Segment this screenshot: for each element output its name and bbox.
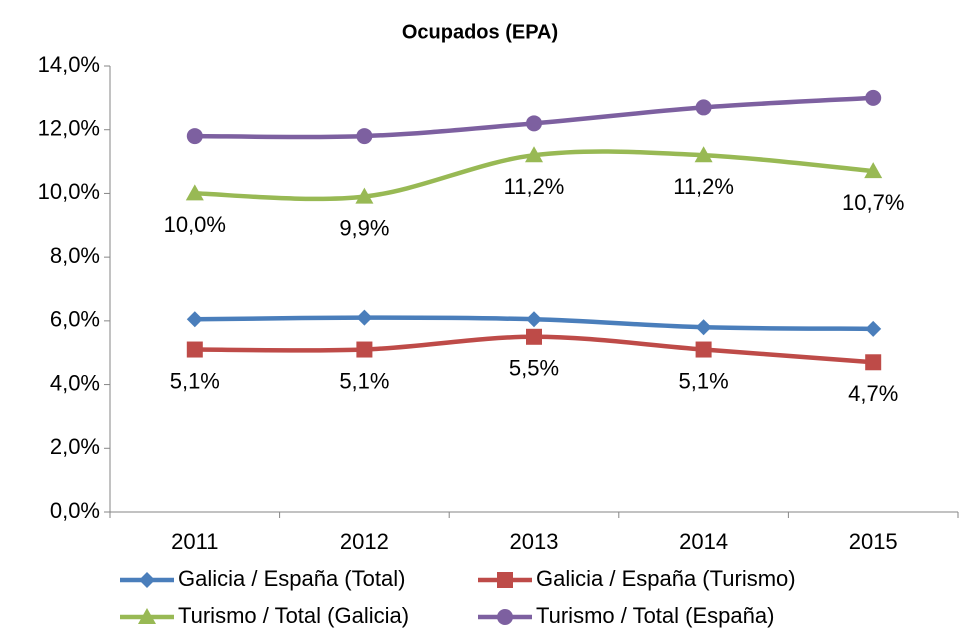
marker (356, 128, 373, 145)
marker (525, 146, 543, 163)
legend-item: Galicia / España (Total) (120, 566, 405, 591)
chart-title: Ocupados (EPA) (402, 21, 558, 43)
x-tick-label: 2013 (510, 529, 559, 554)
marker (865, 89, 882, 106)
x-tick-label: 2011 (171, 529, 218, 554)
legend-label: Turismo / Total (Galicia) (178, 603, 409, 628)
x-tick-label: 2015 (849, 529, 898, 554)
data-label: 5,1% (339, 368, 389, 393)
marker (186, 341, 203, 358)
marker (865, 320, 882, 337)
data-label: 10,0% (164, 212, 226, 237)
data-label: 11,2% (673, 174, 734, 199)
marker (356, 341, 373, 358)
marker (865, 354, 882, 371)
marker (864, 162, 883, 179)
data-label: 5,5% (509, 356, 559, 381)
legend-item: Turismo / Total (España) (478, 603, 774, 628)
y-tick-label: 8,0% (50, 243, 100, 268)
marker (186, 311, 203, 328)
y-tick-label: 2,0% (50, 434, 100, 459)
legend-label: Galicia / España (Turismo) (536, 566, 796, 591)
marker (139, 572, 155, 588)
marker (526, 311, 542, 328)
legend-label: Galicia / España (Total) (178, 566, 405, 591)
data-label: 5,1% (170, 368, 220, 393)
y-tick-label: 12,0% (38, 116, 100, 141)
data-label: 11,2% (504, 174, 565, 199)
legend-label: Turismo / Total (España) (536, 603, 774, 628)
marker (526, 328, 542, 345)
marker (497, 609, 513, 625)
marker (185, 184, 204, 201)
y-tick-label: 14,0% (38, 52, 100, 77)
marker (694, 146, 713, 163)
marker (186, 128, 203, 145)
data-label: 9,9% (339, 215, 389, 240)
marker (695, 341, 712, 358)
marker (138, 608, 156, 624)
marker (695, 319, 712, 336)
marker (356, 309, 373, 326)
marker (355, 187, 374, 204)
data-label: 5,1% (679, 368, 729, 393)
marker (695, 99, 712, 116)
legend-item: Turismo / Total (Galicia) (120, 603, 409, 628)
marker (497, 572, 513, 588)
data-label: 10,7% (842, 190, 904, 215)
marker (526, 115, 542, 132)
y-tick-label: 6,0% (50, 307, 100, 332)
y-tick-label: 10,0% (38, 179, 100, 204)
y-tick-label: 4,0% (50, 370, 100, 395)
legend-item: Galicia / España (Turismo) (478, 566, 796, 591)
x-tick-label: 2014 (679, 529, 728, 554)
y-tick-label: 0,0% (50, 498, 100, 523)
data-label: 4,7% (848, 381, 898, 406)
x-tick-label: 2012 (340, 529, 389, 554)
